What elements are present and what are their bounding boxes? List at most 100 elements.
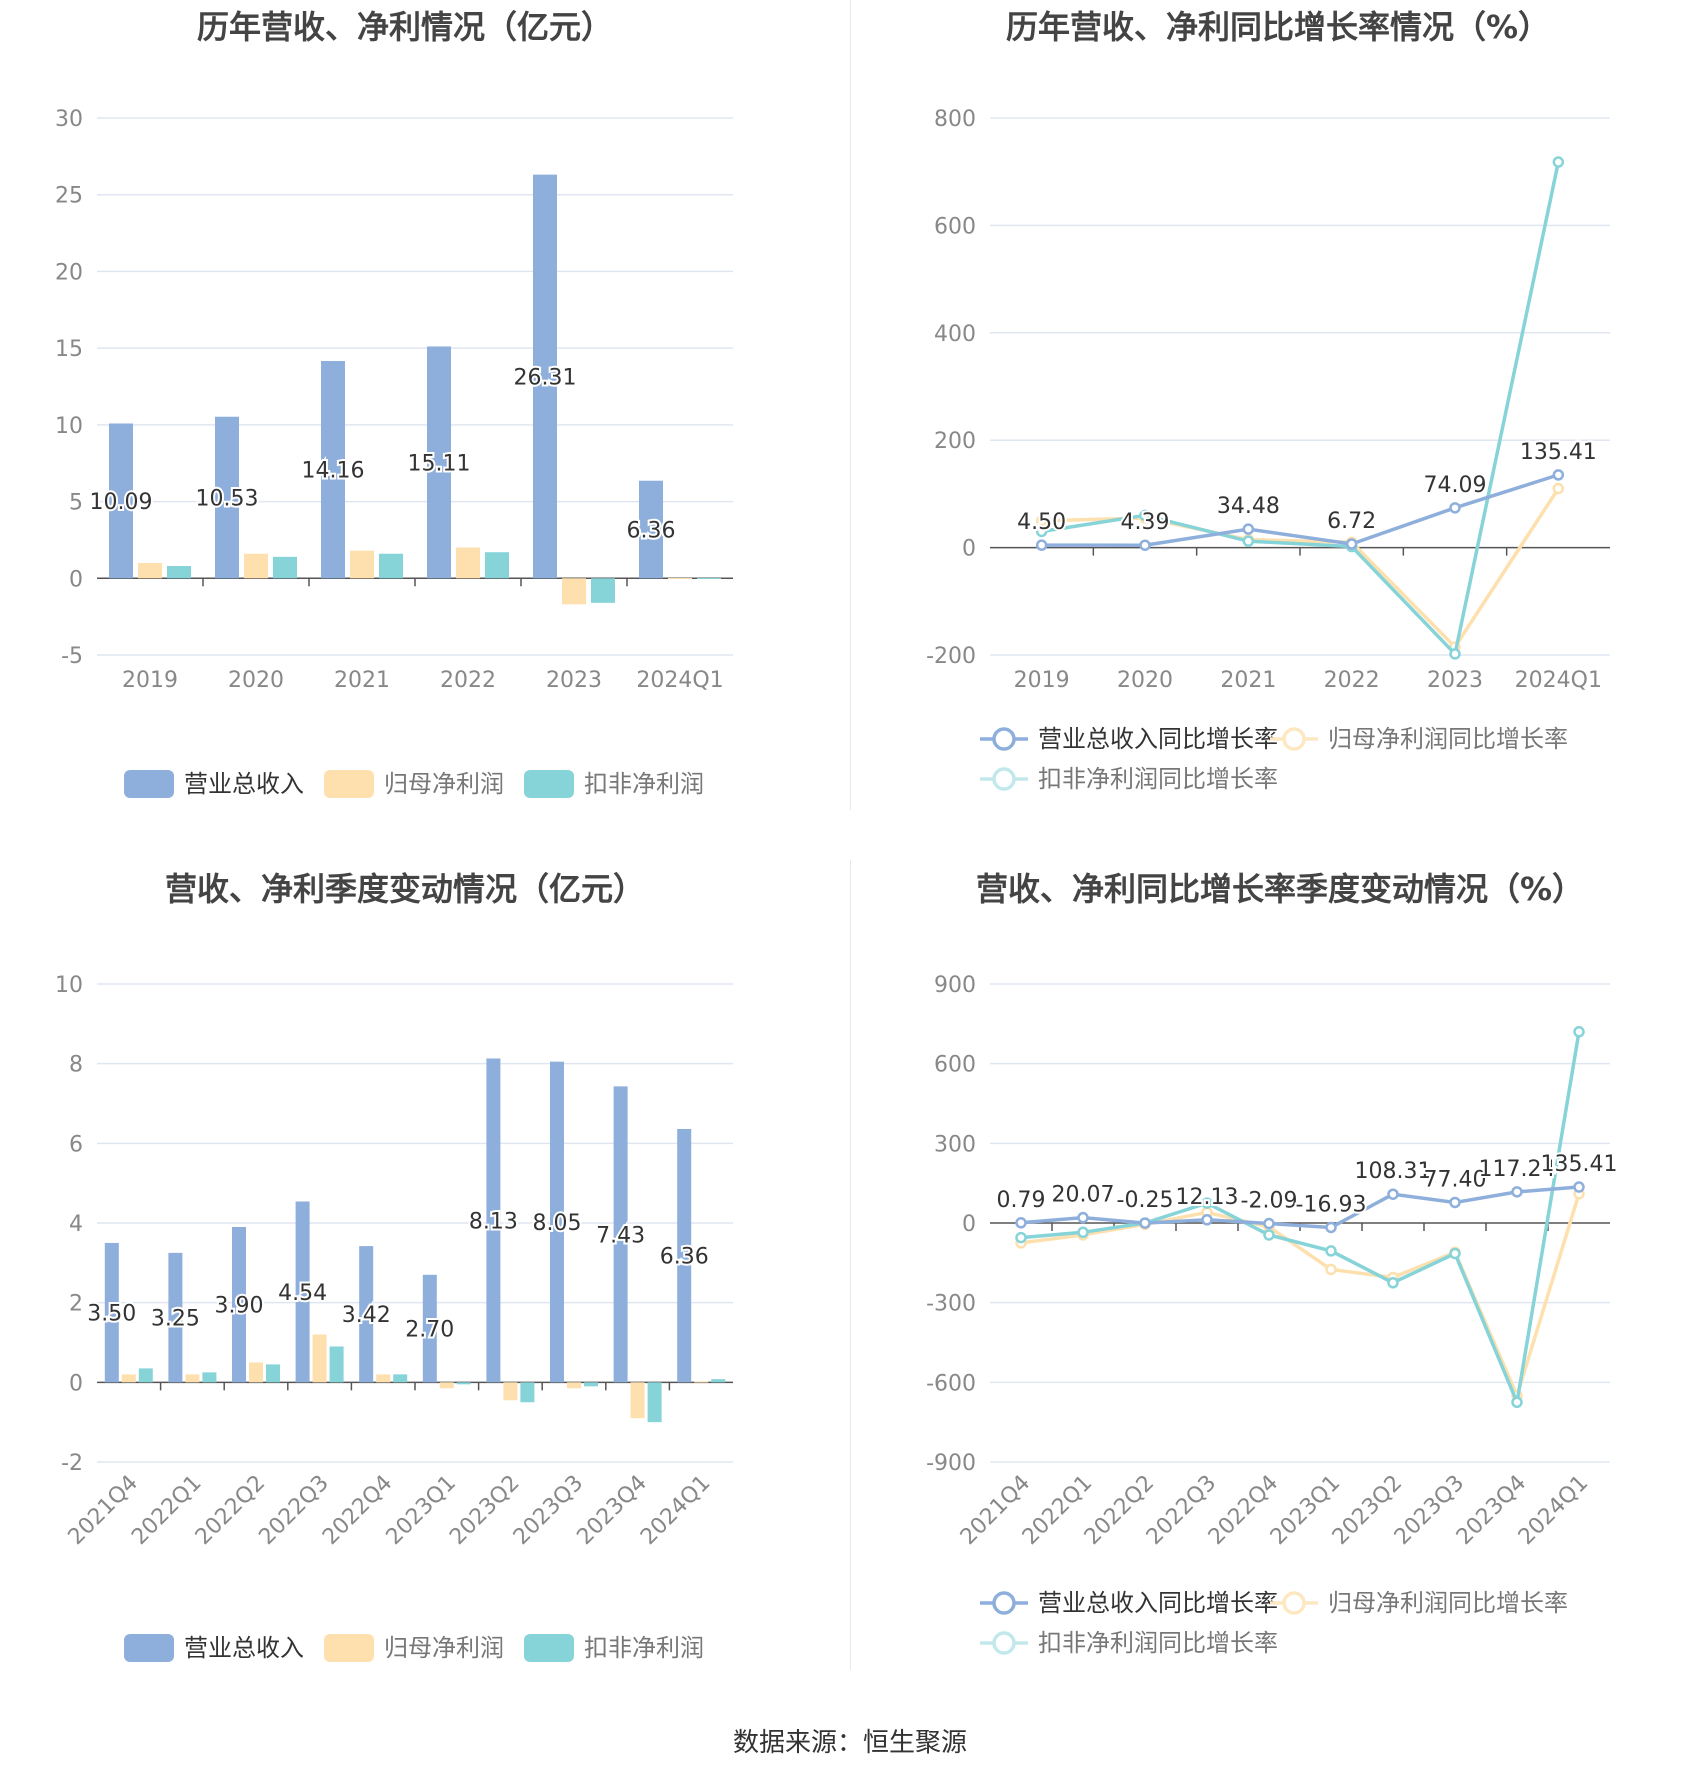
data-label: -0.25 — [1117, 1188, 1174, 1213]
y-tick-label: -2 — [61, 1451, 83, 1476]
chart-title: 历年营收、净利情况（亿元） — [197, 8, 613, 46]
bar — [376, 1374, 391, 1383]
bar — [520, 1382, 535, 1403]
data-label: 14.16 — [302, 459, 365, 484]
annual-revenue-profit-chart: 历年营收、净利情况（亿元） -5 0 5 10 15 20 25 30 2019 2020 2021 2… — [55, 8, 733, 798]
data-label: 34.48 — [1217, 494, 1280, 519]
data-point — [1139, 509, 1151, 522]
bar — [439, 1382, 454, 1389]
data-label: 4.39 — [1121, 510, 1170, 535]
data-label: 135.41 — [1541, 1152, 1618, 1177]
bar — [427, 346, 451, 579]
bar — [550, 1061, 564, 1383]
bar — [249, 1362, 263, 1383]
y-tick-label: 200 — [934, 429, 976, 454]
legend-label: 营业总收入 — [184, 770, 304, 798]
data-point — [1325, 1245, 1337, 1257]
data-point — [1139, 1217, 1151, 1229]
legend-label: 归母净利润 — [384, 770, 504, 798]
bar — [503, 1382, 518, 1401]
data-point — [1387, 1188, 1399, 1200]
x-tick-label: 2024Q1 — [636, 1471, 715, 1550]
x-tick-label: 2024Q1 — [1515, 668, 1602, 693]
data-point — [1511, 1396, 1523, 1408]
data-point — [1077, 1226, 1089, 1239]
data-point — [1449, 1196, 1461, 1209]
x-tick-label: 2021 — [1220, 668, 1276, 693]
x-tick-label: 2022Q2 — [191, 1471, 270, 1550]
legend-marker — [1282, 1591, 1306, 1615]
data-label: 6.36 — [627, 518, 676, 543]
x-tick-label: 2023Q1 — [382, 1471, 461, 1550]
y-tick-label: -200 — [926, 644, 976, 669]
data-point — [1139, 539, 1151, 551]
data-point — [1015, 1217, 1027, 1229]
bar — [273, 556, 297, 579]
y-tick-label: 0 — [962, 537, 976, 562]
legend-marker — [992, 767, 1016, 791]
y-tick-label: -900 — [926, 1451, 976, 1476]
legend-label: 扣非净利润 — [584, 1634, 704, 1662]
bar — [562, 578, 586, 605]
data-label: -16.93 — [1296, 1192, 1367, 1217]
legend-marker — [992, 1631, 1016, 1655]
legend-swatch — [524, 770, 574, 798]
chart-title: 历年营收、净利同比增长率情况（%） — [1006, 8, 1550, 46]
bar — [697, 577, 721, 579]
legend-label: 营业总收入同比增长率 — [1038, 725, 1278, 753]
series-line — [1041, 161, 1561, 658]
data-point — [1035, 515, 1048, 527]
legend-marker — [992, 1591, 1016, 1615]
bar — [244, 553, 268, 579]
data-label: 10.53 — [196, 487, 259, 512]
y-tick-label: 900 — [934, 973, 976, 998]
y-tick-label: 2 — [69, 1292, 83, 1317]
x-tick-label: 2023 — [1427, 668, 1483, 693]
data-point — [1325, 1221, 1337, 1234]
legend-label: 归母净利润同比增长率 — [1328, 1589, 1568, 1617]
bar — [694, 1381, 709, 1383]
y-tick-label: -600 — [926, 1371, 976, 1396]
legend-label: 营业总收入 — [184, 1634, 304, 1662]
y-tick-label: 4 — [69, 1212, 83, 1237]
bar — [295, 1201, 310, 1383]
y-tick-label: -300 — [926, 1292, 976, 1317]
x-tick-label: 2021 — [334, 668, 390, 693]
data-label: 3.50 — [87, 1302, 136, 1327]
series-line — [1020, 1031, 1581, 1409]
data-label: 135.41 — [1520, 440, 1597, 465]
data-point — [1015, 1231, 1027, 1244]
y-tick-label: 8 — [69, 1053, 83, 1078]
y-tick-label: 600 — [934, 1053, 976, 1078]
legend-marker — [992, 727, 1016, 751]
bar — [379, 553, 403, 579]
data-point — [1201, 1197, 1213, 1209]
x-tick-label: 2024Q1 — [636, 668, 723, 693]
bar — [485, 552, 509, 579]
bar — [109, 423, 133, 579]
legend-swatch — [124, 1634, 174, 1662]
bar — [138, 1368, 153, 1383]
chart-title: 营收、净利同比增长率季度变动情况（%） — [976, 870, 1584, 908]
y-tick-label: 0 — [69, 567, 83, 592]
bar — [486, 1058, 501, 1383]
data-point — [1449, 1247, 1461, 1260]
bar — [647, 1382, 662, 1423]
data-point — [1552, 156, 1565, 168]
x-tick-label: 2019 — [1014, 668, 1070, 693]
y-tick-label: 0 — [69, 1371, 83, 1396]
bar — [138, 562, 162, 579]
data-label: 15.11 — [408, 451, 471, 476]
data-label: 77.40 — [1424, 1167, 1487, 1192]
legend-label: 扣非净利润同比增长率 — [1038, 765, 1278, 793]
bar — [359, 1246, 374, 1383]
data-point — [1242, 523, 1255, 535]
data-label: 8.05 — [533, 1211, 582, 1236]
y-tick-label: 300 — [934, 1132, 976, 1157]
legend-label: 归母净利润同比增长率 — [1328, 725, 1568, 753]
bar — [456, 547, 480, 579]
data-label: 3.42 — [342, 1303, 391, 1328]
legend-label: 营业总收入同比增长率 — [1038, 1589, 1278, 1617]
bar — [591, 578, 615, 603]
bar — [185, 1374, 200, 1383]
